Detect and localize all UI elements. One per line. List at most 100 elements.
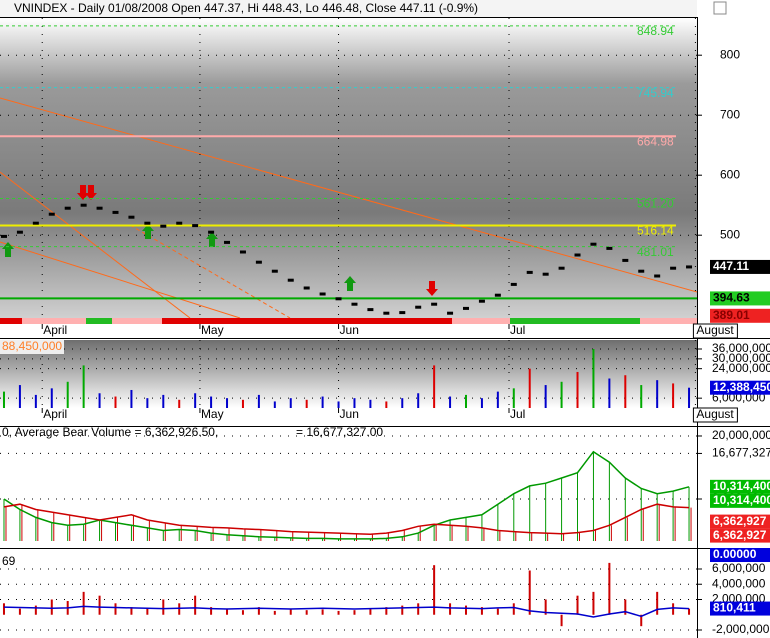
value-box	[710, 514, 770, 529]
pane-title: 0, Average Bear Volume = 6,362,926.50,	[2, 425, 218, 439]
bar	[50, 599, 53, 615]
price-bar	[431, 302, 438, 306]
bar	[194, 595, 197, 615]
bar	[433, 365, 436, 408]
x-tick-box	[692, 407, 738, 423]
value-box-label: 12,388,450	[713, 380, 770, 394]
bar	[369, 608, 372, 615]
trend-line	[0, 171, 191, 318]
bar	[114, 396, 117, 408]
buy-arrow	[344, 276, 356, 291]
header-bar	[0, 0, 697, 17]
trend-lines	[0, 97, 697, 318]
bar	[672, 603, 675, 615]
x-tick-label: April	[43, 407, 67, 421]
y-tick-label: 6,000,000	[712, 561, 766, 575]
bar	[512, 388, 515, 408]
y-tick-label: 4,000,000	[712, 576, 766, 590]
bar	[321, 609, 324, 615]
price-bar	[144, 221, 151, 225]
bar	[130, 607, 133, 615]
price-bar	[638, 269, 645, 273]
y-tick-label: 700	[720, 107, 740, 121]
bar	[162, 599, 165, 615]
bar	[194, 393, 197, 408]
price-bar	[255, 260, 262, 264]
bar	[82, 365, 85, 408]
bar	[18, 608, 21, 615]
price-bar	[287, 278, 294, 282]
price-bar	[399, 311, 406, 315]
bar	[289, 398, 292, 408]
value-box-label: 10,314,400	[713, 493, 770, 507]
bar	[321, 396, 324, 408]
y-tick-label: 600	[720, 167, 740, 181]
bar	[688, 608, 691, 615]
strip	[86, 318, 112, 324]
bar	[130, 389, 133, 408]
bar	[98, 393, 101, 408]
bar	[560, 614, 563, 627]
strip	[162, 318, 452, 324]
price-bar	[367, 308, 374, 312]
price-bar	[686, 265, 693, 269]
x-tick-label: May	[201, 407, 224, 421]
value-box-label: 394.63	[713, 291, 750, 305]
price-bar	[48, 212, 55, 216]
y-tick-label: 16,677,327	[712, 446, 770, 460]
bar	[337, 401, 340, 408]
price-bar	[64, 206, 71, 210]
bar	[480, 607, 483, 615]
price-bar	[239, 250, 246, 254]
bar	[401, 605, 404, 615]
price-bar	[590, 242, 597, 246]
bar	[640, 385, 643, 408]
signal-arrows	[2, 185, 438, 296]
bar	[146, 608, 149, 615]
bar	[417, 393, 420, 408]
value-box-label: 389.01	[713, 308, 750, 322]
price-bar	[0, 234, 7, 238]
bar	[50, 388, 53, 408]
strip	[510, 318, 640, 324]
bar	[337, 610, 340, 615]
bar	[464, 605, 467, 615]
y-tick-label: 24,000,000	[712, 361, 770, 375]
price-bar	[96, 206, 103, 210]
bar	[544, 599, 547, 615]
x-tick-box	[692, 323, 738, 339]
bar	[2, 391, 5, 408]
bar	[289, 608, 292, 615]
strip	[0, 318, 22, 324]
window-checkbox[interactable]	[713, 1, 727, 15]
price-bar	[574, 253, 581, 257]
bar	[656, 591, 659, 615]
bar	[528, 570, 531, 615]
bar	[624, 375, 627, 408]
signal-strip	[0, 318, 697, 324]
bar	[146, 398, 149, 408]
buy-arrow	[2, 242, 14, 257]
bar	[528, 368, 531, 408]
x-tick-label: August	[696, 323, 734, 337]
price-bar	[16, 230, 23, 234]
sell-arrow	[85, 185, 97, 200]
level-label: 561.20	[637, 197, 674, 211]
pane-subtitle: = 16,677,327.00	[296, 425, 383, 439]
series-line	[3, 605, 690, 618]
price-bar	[112, 210, 119, 214]
value-box	[710, 380, 770, 395]
bar	[226, 398, 229, 408]
bar	[210, 396, 213, 408]
price-bar	[670, 266, 677, 270]
bar	[369, 399, 372, 408]
price-bar	[303, 286, 310, 290]
bar	[544, 385, 547, 408]
price-bar	[335, 297, 342, 301]
bar	[385, 607, 388, 615]
bar	[178, 399, 181, 408]
value-box-label: 810,411	[713, 601, 756, 615]
title-bg	[0, 340, 64, 354]
price-bar	[622, 258, 629, 262]
price-bar	[208, 230, 215, 234]
